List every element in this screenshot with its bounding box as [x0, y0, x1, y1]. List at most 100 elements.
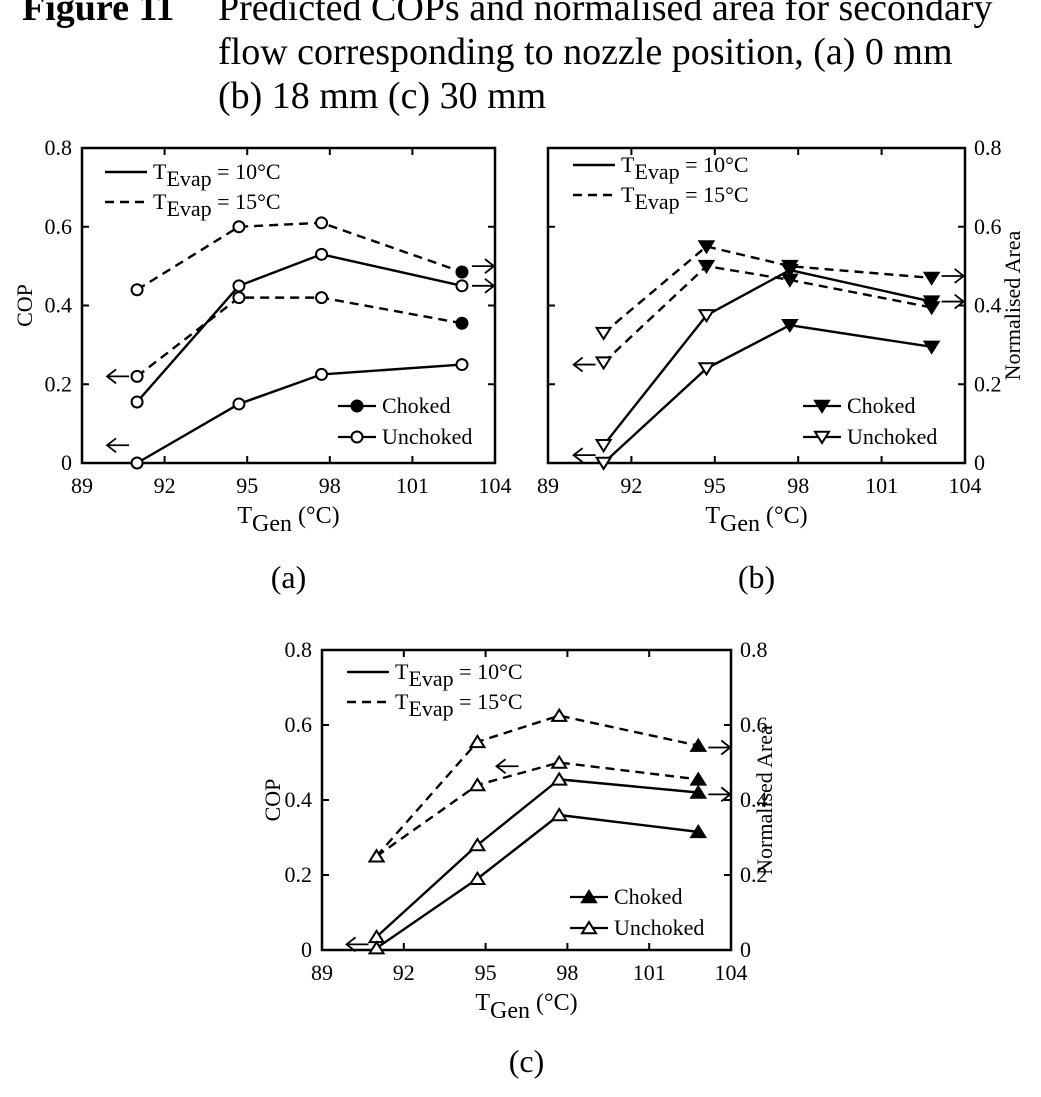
unchoked-point: [232, 291, 246, 305]
choked-point: [697, 240, 716, 255]
series-line: [602, 264, 932, 364]
unchoked-point: [468, 837, 487, 852]
x-tick-label: 101: [396, 473, 429, 498]
x-axis-label: TGen (°C): [237, 503, 339, 537]
y-axis-label-left: COP: [12, 284, 37, 327]
arrow-head: [572, 356, 584, 373]
unchoked-point: [130, 369, 144, 383]
series-line: [136, 221, 463, 291]
y-tick-label-left: 0.6: [285, 712, 313, 737]
legend-style-label: TEvap = 15°C: [153, 189, 281, 221]
unchoked-point: [594, 439, 613, 454]
unchoked-point: [367, 940, 386, 955]
unchoked-point: [550, 754, 569, 769]
y-tick-label-left: 0: [301, 937, 312, 962]
arrow-left-icon: [495, 758, 519, 774]
unchoked-point: [594, 326, 613, 341]
legend-style-label: TEvap = 15°C: [395, 689, 523, 721]
arrow-right-icon: [471, 278, 496, 294]
figure-label: Figure 11: [22, 0, 175, 29]
legend-marker: [813, 430, 831, 445]
y-axis-label-left: COP: [260, 779, 285, 822]
series-line: [375, 714, 699, 858]
arrow-left-icon: [105, 368, 130, 385]
y-tick-label-left: 0.8: [45, 135, 73, 160]
arrow-head: [484, 258, 496, 274]
x-tick-label: 92: [393, 960, 415, 985]
unchoked-point: [550, 771, 569, 786]
caption-line-3: (b) 18 mm (c) 30 mm: [218, 75, 547, 117]
caption-line-1: Predicted COPs and normalised area for s…: [218, 0, 993, 29]
unchoked-point: [468, 734, 487, 749]
series-line: [375, 813, 699, 950]
y-tick-label-right: 0.2: [740, 862, 768, 887]
arrow-right-icon: [708, 739, 732, 756]
arrow-right-icon: [708, 786, 732, 803]
unchoked-point: [130, 456, 144, 470]
unchoked-point: [697, 309, 716, 324]
unchoked-point: [550, 707, 569, 722]
x-tick-label: 89: [537, 473, 559, 498]
arrow-left-icon: [105, 437, 130, 453]
legend-marker-label: Choked: [614, 884, 682, 909]
legend-marker-label: Unchoked: [847, 424, 937, 449]
unchoked-point: [315, 291, 329, 305]
legend-marker: [580, 889, 598, 904]
y-tick-label-right: 0.4: [740, 787, 768, 812]
legend-style-label: TEvap = 15°C: [621, 182, 749, 214]
x-tick-label: 92: [620, 473, 642, 498]
legend-marker-label: Choked: [847, 393, 915, 418]
unchoked-point: [468, 870, 487, 885]
arrow-right-icon: [941, 268, 966, 284]
arrow-head: [954, 293, 966, 310]
arrow-right-icon: [941, 293, 966, 310]
legend-marker-label: Unchoked: [382, 424, 472, 449]
unchoked-point: [367, 848, 386, 863]
unchoked-point: [550, 807, 569, 822]
series-line: [602, 323, 932, 464]
legend-marker-label: Unchoked: [614, 915, 704, 940]
x-axis-label: TGen (°C): [475, 990, 577, 1024]
choked-point: [455, 316, 469, 330]
series-line: [375, 761, 699, 858]
legend-marker: [350, 430, 364, 444]
y-tick-label-left: 0: [61, 450, 72, 475]
x-tick-label: 98: [319, 473, 341, 498]
y-tick-label-left: 0.4: [285, 787, 313, 812]
x-tick-label: 104: [949, 473, 982, 498]
legend-marker: [580, 920, 598, 935]
y-tick-label-right: 0.6: [974, 214, 1002, 239]
choked-point: [781, 318, 799, 334]
x-tick-label: 92: [154, 473, 176, 498]
arrow-left-icon: [345, 936, 369, 953]
x-tick-label: 89: [311, 960, 333, 985]
arrow-head: [495, 758, 507, 774]
choked-point: [781, 263, 799, 278]
legend-style-label: TEvap = 10°C: [153, 159, 281, 191]
y-tick-label-right: 0: [974, 450, 985, 475]
y-axis-label-right: Normalised Area: [1000, 230, 1025, 380]
unchoked-point: [697, 362, 716, 377]
choked-point: [922, 295, 941, 310]
unchoked-point: [315, 247, 329, 261]
series-line: [602, 245, 932, 334]
panel-label: (b): [738, 559, 775, 595]
unchoked-point: [315, 367, 329, 381]
y-tick-label-left: 0.6: [45, 214, 73, 239]
y-tick-label-left: 0.4: [45, 293, 73, 318]
unchoked-point: [594, 356, 613, 371]
x-tick-label: 95: [475, 960, 497, 985]
unchoked-point: [315, 216, 329, 230]
y-tick-label-right: 0.4: [974, 293, 1002, 318]
panel-label: (a): [271, 559, 307, 595]
y-tick-label-right: 0: [740, 937, 751, 962]
unchoked-point: [455, 279, 469, 293]
y-tick-label-left: 0.8: [285, 637, 313, 662]
unchoked-point: [468, 777, 487, 792]
x-axis-label: TGen (°C): [705, 503, 807, 537]
caption-text: Predicted COPs and normalised area for s…: [218, 0, 998, 118]
y-tick-label-right: 0.8: [974, 135, 1002, 160]
arrow-right-icon: [471, 258, 496, 274]
